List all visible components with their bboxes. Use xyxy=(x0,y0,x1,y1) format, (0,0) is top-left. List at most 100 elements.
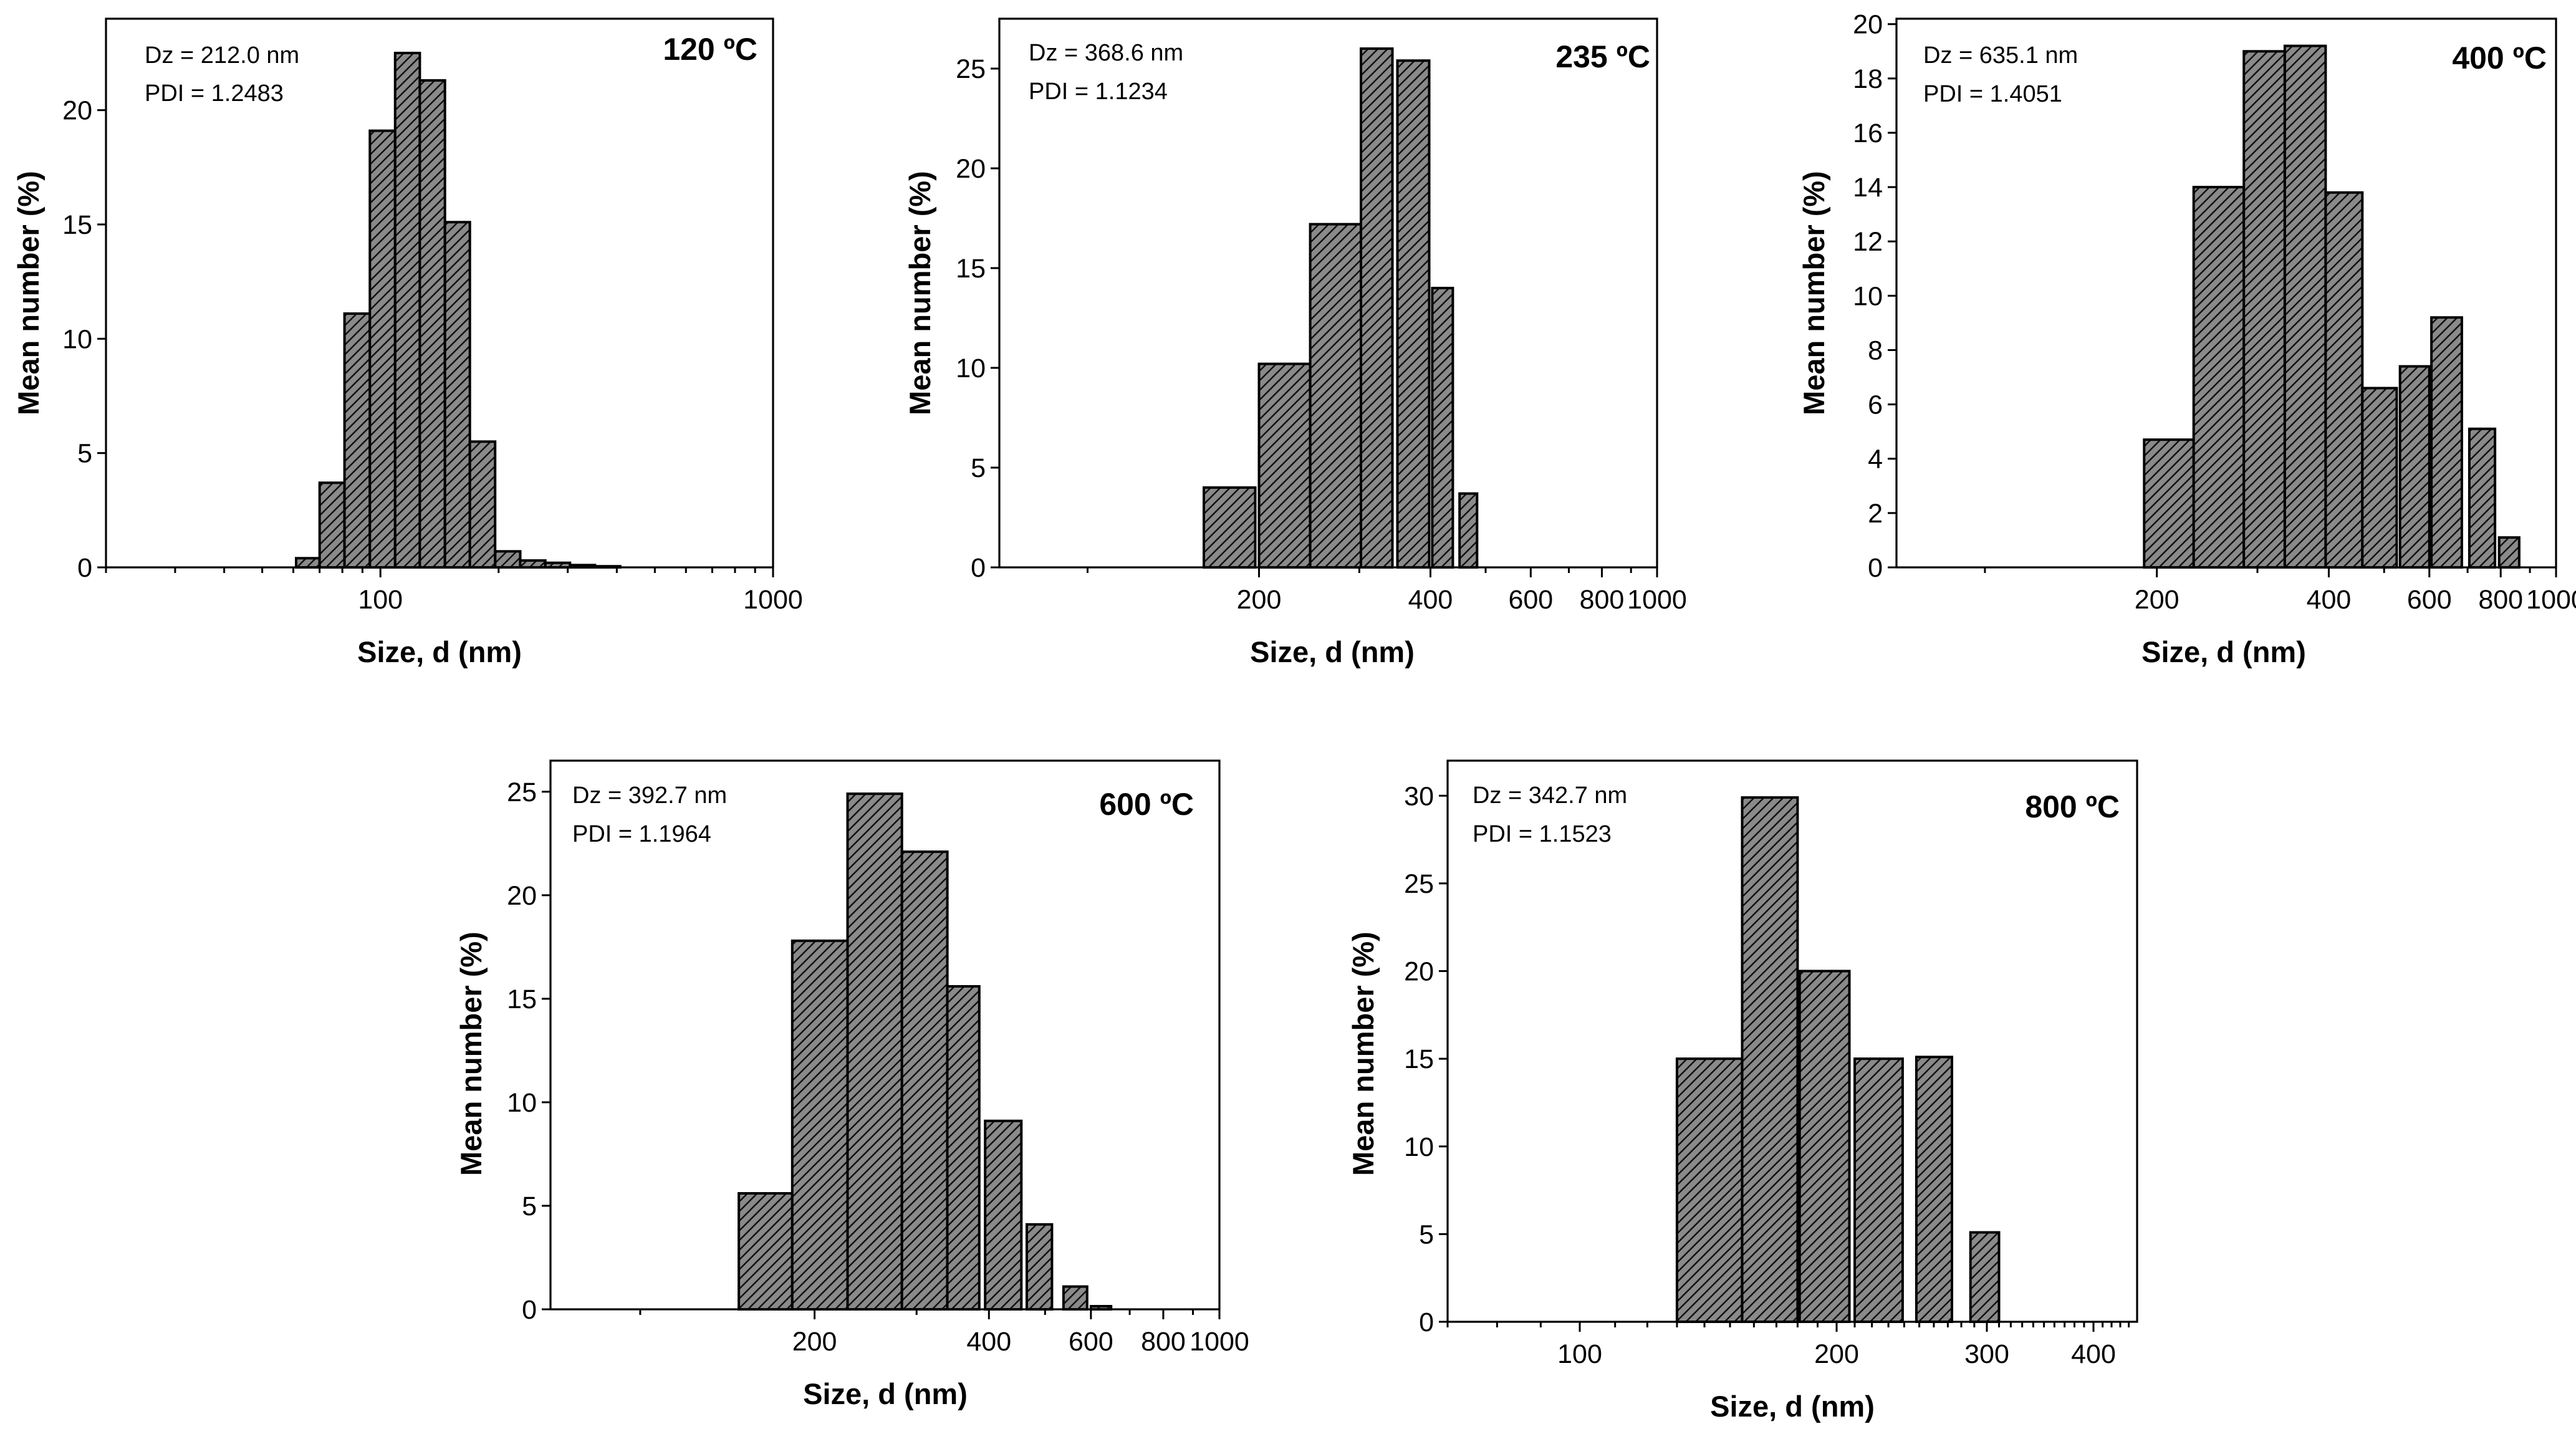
histogram-bar xyxy=(984,1119,1023,1311)
histogram-bar xyxy=(946,985,981,1311)
histogram-bar xyxy=(738,1192,794,1311)
pdi-annotation: PDI = 1.1964 xyxy=(572,821,711,847)
dz-annotation: Dz = 635.1 nm xyxy=(1923,42,2078,69)
plot-frame xyxy=(1895,17,2557,569)
histogram-bar xyxy=(468,440,497,569)
histogram-bar xyxy=(368,129,396,569)
histogram-bar xyxy=(1026,1223,1054,1311)
y-tick-label: 0 xyxy=(77,553,92,583)
pdi-annotation: PDI = 1.1234 xyxy=(1029,79,1168,105)
histogram-bar xyxy=(318,481,346,569)
histogram-bar xyxy=(1458,492,1479,569)
x-axis-label: Size, d (nm) xyxy=(803,1377,968,1410)
histogram-bar xyxy=(2143,438,2195,569)
ticks-group: 0 5 10 15 20 25 30 100 200 300 400 xyxy=(1404,781,2130,1369)
dz-annotation: Dz = 392.7 nm xyxy=(572,782,727,809)
y-tick-label: 5 xyxy=(522,1191,537,1221)
y-tick-label: 20 xyxy=(1853,10,1883,40)
x-tick-label: 600 xyxy=(1508,585,1553,615)
x-tick-label: 200 xyxy=(2135,585,2180,615)
y-tick-label: 10 xyxy=(1404,1132,1434,1162)
y-tick-label: 20 xyxy=(62,96,92,126)
y-axis-label: Mean number (%) xyxy=(454,931,488,1176)
x-tick-label: 200 xyxy=(1814,1339,1859,1369)
x-tick-label: 200 xyxy=(792,1327,837,1357)
histogram-bar xyxy=(2242,50,2286,569)
x-tick-label: 1000 xyxy=(743,585,803,615)
panel-title: 235 ºC xyxy=(1555,39,1650,74)
bars-group xyxy=(738,792,1113,1311)
y-tick-label: 14 xyxy=(1853,173,1883,203)
y-tick-label: 15 xyxy=(1404,1044,1434,1074)
histogram-bar xyxy=(2497,536,2521,569)
x-tick-label: 800 xyxy=(1141,1327,1186,1357)
y-tick-label: 0 xyxy=(1419,1307,1434,1337)
histogram-bar xyxy=(1915,1056,1953,1324)
y-tick-label: 0 xyxy=(522,1295,537,1325)
histogram-bar xyxy=(2283,44,2327,569)
y-tick-label: 2 xyxy=(1868,499,1883,529)
y-tick-label: 10 xyxy=(956,354,986,383)
ticks-group: 0 5 10 15 20 25 200 400 600 800 1000 xyxy=(507,777,1249,1357)
histogram-bar xyxy=(2192,186,2246,569)
y-tick-label: 30 xyxy=(1404,781,1434,811)
x-tick-label: 1000 xyxy=(2526,585,2576,615)
x-axis-label: Size, d (nm) xyxy=(1250,635,1415,668)
y-tick-label: 10 xyxy=(507,1088,537,1118)
histogram-bar xyxy=(1431,287,1454,569)
plot-frame xyxy=(1446,759,2138,1323)
y-tick-label: 8 xyxy=(1868,335,1883,365)
dz-annotation: Dz = 368.6 nm xyxy=(1029,40,1183,66)
y-axis-label: Mean number (%) xyxy=(1797,171,1830,415)
plot-frame xyxy=(549,759,1221,1311)
pdi-annotation: PDI = 1.4051 xyxy=(1923,81,2062,107)
ticks-group: 0 5 10 15 20 25 200 400 600 800 1000 xyxy=(956,54,1687,615)
x-tick-label: 100 xyxy=(358,585,403,615)
y-tick-label: 25 xyxy=(507,777,537,807)
y-tick-label: 0 xyxy=(1868,553,1883,583)
x-tick-label: 100 xyxy=(1557,1339,1602,1369)
x-axis-label: Size, d (nm) xyxy=(2141,635,2306,668)
histogram-bar xyxy=(1257,362,1312,569)
panel-title: 800 ºC xyxy=(2025,789,2120,824)
pdi-annotation: PDI = 1.2483 xyxy=(145,80,284,107)
x-axis-label: Size, d (nm) xyxy=(357,635,522,668)
histogram-bar xyxy=(1853,1057,1904,1323)
histogram-bar xyxy=(2324,191,2364,569)
x-tick-label: 400 xyxy=(1408,585,1453,615)
x-tick-label: 600 xyxy=(1069,1327,1113,1357)
chart-panel-235: 0 5 10 15 20 25 200 400 600 800 1000 Dz = 368.6 nm… xyxy=(903,17,1687,668)
y-tick-label: 20 xyxy=(1404,957,1434,987)
chart-panel-600: 0 5 10 15 20 25 200 400 600 800 1000 Dz = 392.7 nm… xyxy=(454,759,1249,1410)
chart-panel-800: 0 5 10 15 20 25 30 100 200 300 400 Dz = 342.7 nm P… xyxy=(1347,759,2138,1423)
x-axis-label: Size, d (nm) xyxy=(1710,1390,1875,1423)
histogram-bar xyxy=(295,557,321,569)
plot-frame xyxy=(105,17,774,569)
panel-title: 120 ºC xyxy=(663,32,757,67)
dz-annotation: Dz = 342.7 nm xyxy=(1473,782,1627,809)
histogram-bar xyxy=(494,550,522,569)
histogram-bar xyxy=(2361,387,2398,569)
y-tick-label: 20 xyxy=(507,881,537,911)
x-tick-label: 200 xyxy=(1237,585,1282,615)
y-tick-label: 5 xyxy=(1419,1220,1434,1249)
y-tick-label: 15 xyxy=(62,210,92,240)
panel-title: 600 ºC xyxy=(1099,787,1194,822)
y-tick-label: 12 xyxy=(1853,227,1883,257)
pdi-annotation: PDI = 1.1523 xyxy=(1473,821,1612,847)
histogram-bar xyxy=(343,312,372,569)
histogram-bar xyxy=(519,559,547,569)
histogram-bar xyxy=(1396,59,1431,569)
y-tick-label: 16 xyxy=(1853,118,1883,148)
histogram-bar xyxy=(418,79,446,569)
x-tick-label: 800 xyxy=(1580,585,1625,615)
bars-group xyxy=(2143,44,2521,569)
histogram-bar xyxy=(1062,1285,1089,1311)
x-tick-label: 1000 xyxy=(1627,585,1687,615)
x-tick-label: 300 xyxy=(1964,1339,2009,1369)
y-axis-label: Mean number (%) xyxy=(1347,931,1380,1176)
x-tick-label: 400 xyxy=(2071,1339,2116,1369)
